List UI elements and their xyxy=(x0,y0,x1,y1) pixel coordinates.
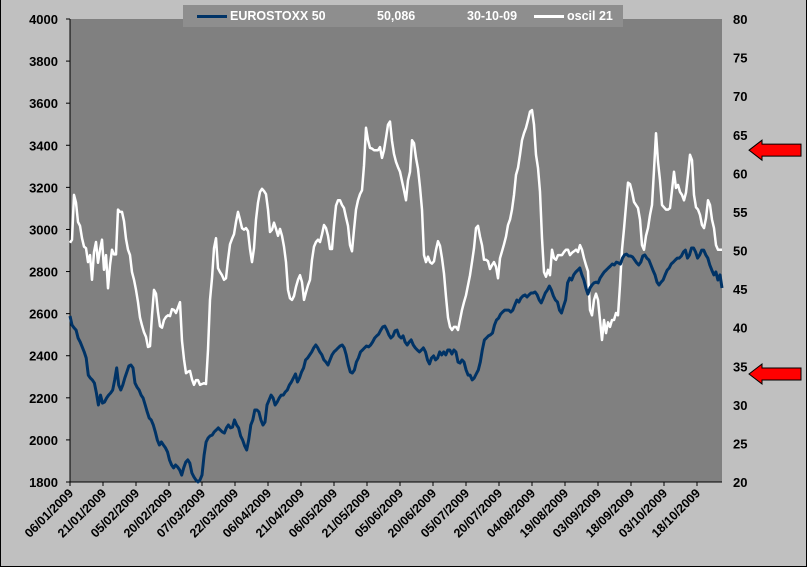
left-tick-label: 3800 xyxy=(29,54,58,69)
left-tick-label: 2600 xyxy=(29,307,58,322)
left-tick-label: 3600 xyxy=(29,96,58,111)
eurostoxx-legend-swatch xyxy=(197,14,227,18)
legend: EUROSTOXX 50 50,086 30-10-09 oscil 21 xyxy=(183,5,623,27)
left-tick-label: 4000 xyxy=(29,12,58,27)
x-axis: 06/01/200921/01/200905/02/200920/02/2009… xyxy=(22,481,722,540)
right-tick-label: 45 xyxy=(733,282,747,297)
right-tick-label: 40 xyxy=(733,321,747,336)
right-tick-label: 50 xyxy=(733,244,747,259)
left-tick-label: 3000 xyxy=(29,222,58,237)
left-tick-label: 2800 xyxy=(29,265,58,280)
right-tick-label: 25 xyxy=(733,436,747,451)
oscil-21-line xyxy=(68,108,722,387)
right-tick-label: 30 xyxy=(733,398,747,413)
plot-area xyxy=(70,19,722,482)
legend-series1-label: EUROSTOXX 50 xyxy=(230,9,326,23)
right-tick-label: 60 xyxy=(733,166,747,181)
legend-value: 50,086 xyxy=(377,9,416,23)
left-tick-label: 3200 xyxy=(29,180,58,195)
legend-oscil-item: oscil 21 xyxy=(534,9,613,23)
eurostoxx-50-line xyxy=(68,246,724,484)
right-tick-label: 75 xyxy=(733,51,747,66)
right-tick-label: 80 xyxy=(733,12,747,27)
right-tick-label: 20 xyxy=(733,475,747,490)
left-tick-label: 3400 xyxy=(29,138,58,153)
legend-date: 30-10-09 xyxy=(467,9,518,23)
right-tick-label: 70 xyxy=(733,89,747,104)
red-arrow-icon xyxy=(748,362,802,385)
red-arrow-icon xyxy=(748,139,802,162)
left-tick-label: 2400 xyxy=(29,349,58,364)
left-y-axis: 4000 3800 3600 3400 3200 3000 2800 2600 2400 2200… xyxy=(29,12,71,490)
legend-series2-label: oscil 21 xyxy=(567,9,613,23)
left-tick-label: 2000 xyxy=(29,433,58,448)
right-y-axis: 80 75 70 65 60 55 50 45 40 35 30 25 20 xyxy=(733,12,747,490)
oscil-legend-swatch xyxy=(534,14,564,18)
left-tick-label: 2200 xyxy=(29,391,58,406)
annotation-arrows xyxy=(748,139,802,385)
right-tick-label: 35 xyxy=(733,359,747,374)
right-tick-label: 65 xyxy=(733,128,747,143)
left-tick-label: 1800 xyxy=(29,475,58,490)
right-tick-label: 55 xyxy=(733,205,747,220)
